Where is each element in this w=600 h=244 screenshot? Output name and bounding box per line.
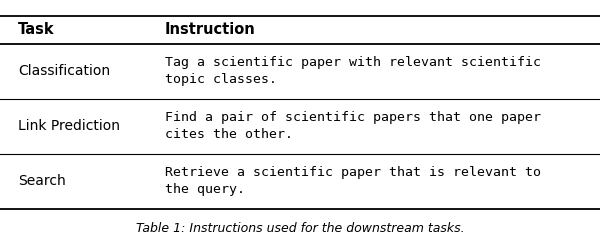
Text: Search: Search <box>18 174 66 188</box>
Text: Link Prediction: Link Prediction <box>18 119 120 133</box>
Text: Find a pair of scientific papers that one paper
cites the other.: Find a pair of scientific papers that on… <box>165 111 541 141</box>
Text: Retrieve a scientific paper that is relevant to
the query.: Retrieve a scientific paper that is rele… <box>165 166 541 196</box>
Text: Classification: Classification <box>18 64 110 78</box>
Text: Table 1: Instructions used for the downstream tasks.: Table 1: Instructions used for the downs… <box>136 222 464 235</box>
Text: Tag a scientific paper with relevant scientific
topic classes.: Tag a scientific paper with relevant sci… <box>165 56 541 86</box>
Text: Instruction: Instruction <box>165 22 256 37</box>
Text: Task: Task <box>18 22 55 37</box>
